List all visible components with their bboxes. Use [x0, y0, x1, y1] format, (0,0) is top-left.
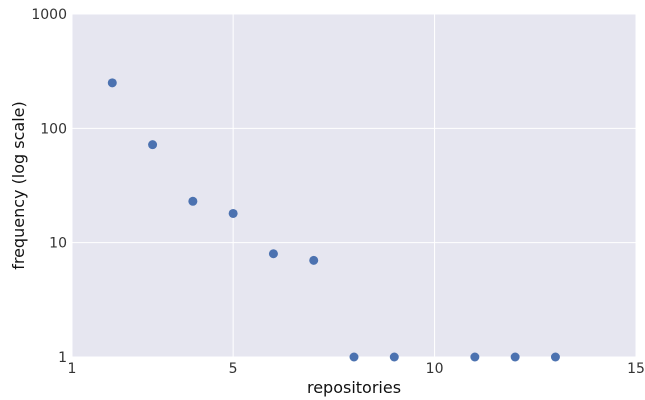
data-point — [309, 255, 319, 265]
data-point — [389, 352, 399, 362]
data-point — [188, 196, 198, 206]
data-point — [349, 352, 359, 362]
y-axis-label: frequency (log scale) — [9, 101, 28, 270]
data-point — [550, 352, 560, 362]
data-point — [268, 249, 278, 259]
x-tick-label: 1 — [68, 361, 77, 377]
x-tick-labels: 1 5 10 15 — [68, 361, 645, 377]
y-tick-label: 1000 — [31, 7, 67, 23]
data-point — [510, 352, 520, 362]
data-point — [107, 78, 117, 88]
data-point — [228, 208, 238, 218]
data-point — [148, 140, 158, 150]
data-point — [470, 352, 480, 362]
y-tick-label: 1 — [58, 350, 67, 366]
plot-area — [72, 14, 636, 357]
x-tick-label: 5 — [229, 361, 238, 377]
y-tick-label: 100 — [40, 121, 67, 137]
y-tick-label: 10 — [49, 236, 67, 252]
x-tick-label: 15 — [627, 361, 645, 377]
data-points — [107, 78, 560, 362]
x-tick-label: 10 — [426, 361, 444, 377]
y-tick-labels: 1 10 100 1000 — [31, 7, 67, 366]
x-axis-label: repositories — [307, 378, 401, 397]
